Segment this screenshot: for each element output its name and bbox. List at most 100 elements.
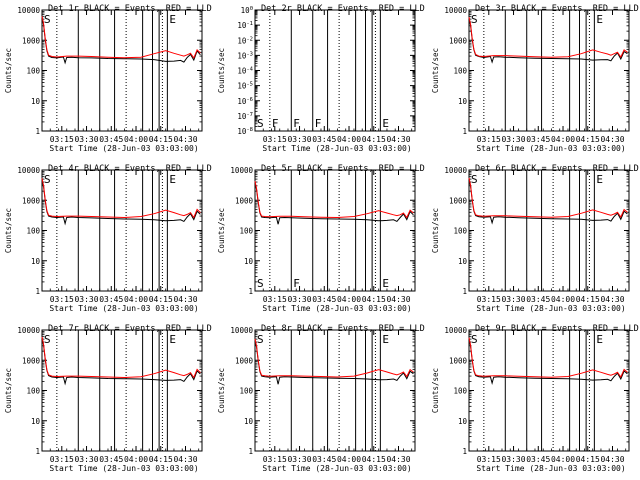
chart-panel-9: Det 9r BLACK = Events, RED = LLD 1 10 100 10… [431,324,639,473]
y-tick-label: 100 [26,387,40,396]
marker-label: E [169,173,176,186]
y-tick-label: 10000 [17,6,40,15]
y-tick-label: 1000 [22,356,41,365]
y-tick-label: 10-8 [237,127,253,136]
chart-panel-8: Det 8r BLACK = Events, RED = LLD 1 10 100 10… [217,324,425,473]
lld-series-line [468,177,628,219]
y-tick-label: 10 [31,257,41,266]
x-tick-label: 04:30 [600,455,624,464]
x-axis-label: Start Time (28-Jun-03 03:03:00) [49,144,198,153]
chart-panel-3: Det 3r BLACK = Events, RED = LLD 1 10 100 10… [431,4,639,153]
x-tick-label: 04:30 [173,455,197,464]
y-tick-label: 10000 [17,166,40,175]
y-tick-label: 10-2 [237,36,253,45]
y-tick-label: 1 [462,447,467,456]
events-series-line [468,178,628,225]
chart-title: Det 8r BLACK = Events, RED = LLD [261,324,425,334]
y-tick-label: 10000 [17,326,40,335]
x-tick-label: 04:30 [600,135,624,144]
y-tick-label: 10000 [230,326,253,335]
y-tick-label: 10-7 [237,112,253,121]
y-axis-label: Counts/sec [4,208,13,253]
x-tick-label: 04:00 [551,135,575,144]
marker-label: E [169,333,176,346]
chart-panel-5: Det 5r BLACK = Events, RED = LLD 1 10 100 10… [217,164,425,313]
x-axis-label: Start Time (28-Jun-03 03:03:00) [262,304,411,313]
y-tick-label: 10-4 [237,67,253,76]
chart-panel-4: Det 4r BLACK = Events, RED = LLD 1 10 100 10… [4,164,212,313]
y-tick-label: 1 [248,287,253,296]
plot-frame [41,329,203,452]
marker-label: S [44,13,51,26]
x-tick-label: 03:15 [50,135,74,144]
x-tick-label: 03:15 [263,295,287,304]
x-tick-label: 03:30 [74,455,98,464]
events-series-line [254,339,414,385]
events-series-line [468,338,628,386]
marker-label: F [293,277,300,290]
y-axis-label: Counts/sec [217,208,226,253]
x-tick-label: 04:00 [337,455,361,464]
marker-label: E [169,13,176,26]
x-tick-label: 03:30 [501,455,525,464]
y-tick-label: 10000 [444,326,467,335]
y-axis-label: Counts/sec [217,368,226,413]
plot-frame [41,169,203,292]
lld-series-line [468,17,628,58]
x-tick-label: 04:00 [551,295,575,304]
lld-series-line [41,336,201,379]
x-tick-label: 03:30 [74,135,98,144]
y-tick-label: 100 [453,387,467,396]
plot-frame [254,329,416,452]
x-tick-label: 03:45 [99,455,123,464]
x-tick-label: 04:00 [124,455,148,464]
x-tick-label: 03:45 [312,455,336,464]
chart-title: Det 2r BLACK = Events, RED = LLD [261,4,425,14]
x-tick-label: 04:00 [551,455,575,464]
chart-title: Det 3r BLACK = Events, RED = LLD [475,4,639,14]
y-tick-label: 10000 [444,6,467,15]
y-tick-label: 10 [244,257,254,266]
y-tick-label: 10 [31,417,41,426]
marker-label: S [44,333,51,346]
x-axis-label: Start Time (28-Jun-03 03:03:00) [49,304,198,313]
y-tick-label: 100 [26,67,40,76]
y-axis-label: Counts/sec [4,48,13,93]
x-tick-label: 04:30 [386,135,410,144]
marker-label: E [596,13,603,26]
y-tick-label: 1000 [449,36,468,45]
plot-frame [254,169,416,292]
plot-frame [254,9,416,132]
chart-title: Det 6r BLACK = Events, RED = LLD [475,164,639,174]
chart-title: Det 1r BLACK = Events, RED = LLD [48,4,212,14]
y-axis-label: Counts/sec [217,48,226,93]
x-tick-label: 04:00 [124,295,148,304]
x-tick-label: 04:30 [386,295,410,304]
y-tick-label: 10 [458,417,468,426]
y-tick-label: 10-1 [237,21,253,30]
x-axis-label: Start Time (28-Jun-03 03:03:00) [476,144,625,153]
y-tick-label: 1000 [22,36,41,45]
y-tick-label: 10 [458,257,468,266]
chart-panel-6: Det 6r BLACK = Events, RED = LLD 1 10 100 10… [431,164,639,313]
chart-title: Det 7r BLACK = Events, RED = LLD [48,324,212,334]
y-tick-label: 10 [31,97,41,106]
x-tick-label: 03:45 [312,135,336,144]
x-axis-label: Start Time (28-Jun-03 03:03:00) [476,304,625,313]
x-tick-label: 04:15 [576,135,600,144]
marker-label: S [257,277,264,290]
y-tick-label: 100 [239,227,253,236]
x-axis-label: Start Time (28-Jun-03 03:03:00) [49,464,198,473]
x-axis-label: Start Time (28-Jun-03 03:03:00) [476,464,625,473]
marker-label: E [382,333,389,346]
marker-label: E [382,277,389,290]
marker-label: S [471,13,478,26]
x-tick-label: 03:45 [526,295,550,304]
lld-series-line [41,178,201,219]
x-tick-label: 03:15 [50,455,74,464]
chart-panel-2: Det 2r BLACK = Events, RED = LLD 10-8 10-7… [217,4,425,153]
x-tick-label: 03:30 [287,455,311,464]
x-tick-label: 03:45 [526,455,550,464]
y-tick-label: 1 [248,447,253,456]
